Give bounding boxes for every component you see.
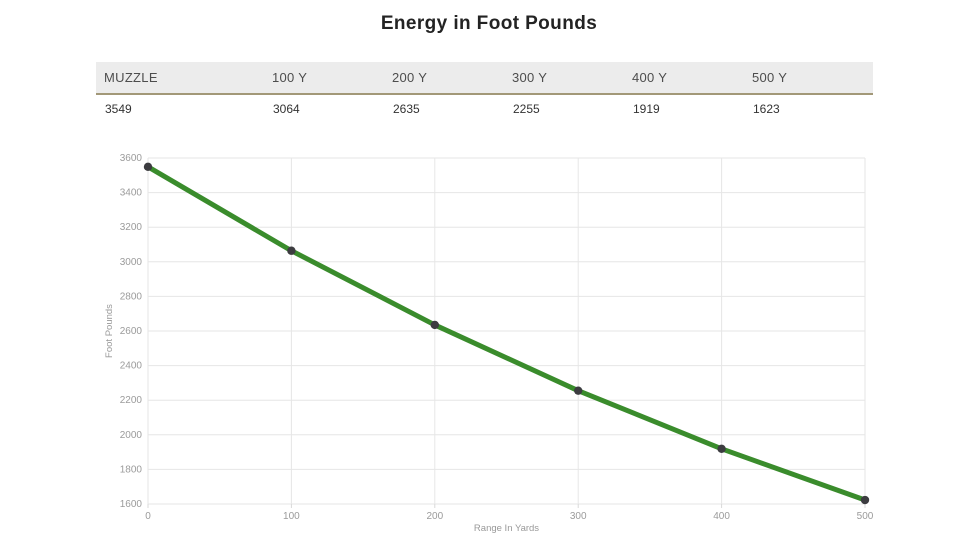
table-value-cell-3: 2255	[504, 94, 624, 123]
y-axis-tick-label: 3400	[120, 188, 143, 199]
data-point-500y[interactable]	[860, 495, 870, 505]
y-axis-tick-label: 2200	[120, 395, 143, 406]
x-axis-tick-label: 0	[145, 511, 151, 522]
y-axis-tick-label: 3000	[120, 257, 143, 268]
y-axis-tick-label: 3600	[120, 153, 143, 164]
energy-table: MUZZLE 100 Y 200 Y 300 Y 400 Y 500 Y 3549 3064…	[96, 62, 873, 123]
x-axis-tick-label: 100	[283, 511, 300, 522]
table-header-cell-5: 500 Y	[744, 62, 873, 95]
data-point-0y[interactable]	[143, 162, 153, 172]
table-header-cell-1: 100 Y	[264, 62, 384, 95]
y-axis-tick-label: 2800	[120, 291, 143, 302]
x-axis-tick-label: 500	[857, 511, 874, 522]
table-value-cell-4: 1919	[624, 94, 744, 123]
data-point-400y[interactable]	[717, 444, 726, 454]
y-axis-title: Foot Pounds	[104, 304, 115, 358]
table-header-cell-4: 400 Y	[624, 62, 744, 95]
y-axis-tick-label: 2400	[120, 361, 143, 372]
x-axis-tick-label: 300	[570, 511, 587, 522]
series-line	[145, 164, 868, 503]
y-axis-tick-label: 3200	[120, 222, 143, 233]
table-header-cell-2: 200 Y	[384, 62, 504, 95]
table-header-row: MUZZLE 100 Y 200 Y 300 Y 400 Y 500 Y	[96, 62, 873, 95]
data-point-200y[interactable]	[430, 320, 439, 330]
x-axis-tick-label: 400	[713, 511, 730, 522]
table-header-cell-3: 300 Y	[504, 62, 624, 95]
table-value-cell-0: 3549	[96, 94, 264, 123]
y-axis-tick-label: 2600	[120, 326, 143, 337]
y-axis-tick-label: 1600	[120, 499, 143, 510]
x-axis-title: Range In Yards	[474, 523, 539, 534]
y-axis-tick-label: 1800	[120, 464, 143, 475]
page-title: Energy in Foot Pounds	[380, 13, 598, 34]
data-point-100y[interactable]	[287, 246, 296, 255]
table-value-cell-1: 3064	[264, 94, 384, 123]
table-value-cell-5: 1623	[744, 94, 873, 123]
x-axis-tick-label: 200	[426, 511, 443, 522]
table-value-cell-2: 2635	[384, 94, 504, 123]
data-point-300y[interactable]	[574, 386, 583, 395]
table-header-cell-0: MUZZLE	[96, 62, 264, 95]
y-axis-tick-label: 2000	[120, 430, 143, 441]
table-value-row: 3549 3064 2635 2255 1919 1623	[96, 94, 873, 123]
